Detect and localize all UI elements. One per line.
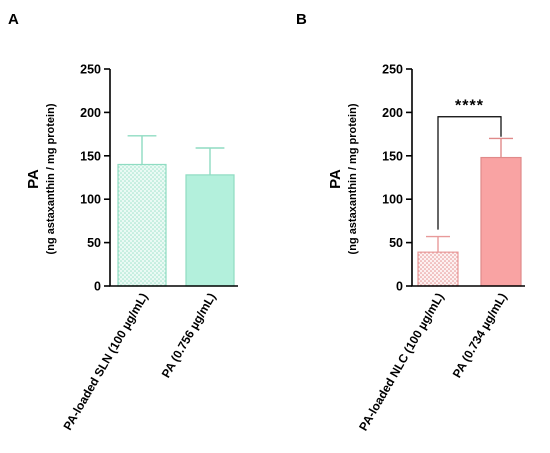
chart-panel-a: A PA (ng astaxanthin / mg protein) 0 50 10… — [8, 11, 238, 433]
y-tick-label: 100 — [382, 193, 403, 207]
panel-letter-b: B — [296, 11, 307, 28]
bar — [480, 156, 522, 287]
category-label: PA (0.734 µg/mL) — [450, 291, 510, 381]
significance-b: **** — [437, 98, 502, 230]
y-axis-sublabel-b: (ng astaxanthin / mg protein) — [347, 103, 359, 254]
y-axis-sublabel-a: (ng astaxanthin / mg protein) — [45, 103, 57, 254]
axes-b — [411, 69, 525, 287]
y-tick-label: 0 — [396, 280, 403, 294]
y-tick-label: 200 — [80, 106, 101, 120]
category-label: PA (0.756 µg/mL) — [159, 291, 219, 381]
y-ticks-a: 0 50 100 150 200 250 — [80, 63, 110, 294]
category-labels-a: PA-loaded SLN (100 µg/mL) PA (0.756 µg/mL… — [60, 291, 218, 433]
bar — [117, 163, 167, 287]
panel-letter-a: A — [8, 11, 19, 28]
y-tick-label: 50 — [87, 236, 101, 250]
category-label: PA-loaded NLC (100 µg/mL) — [356, 290, 446, 433]
significance-bracket — [437, 116, 502, 230]
chart-panel-b: B PA (ng astaxanthin / mg protein) 0 50 10… — [296, 11, 525, 433]
y-tick-label: 50 — [389, 236, 403, 250]
y-tick-label: 100 — [80, 193, 101, 207]
y-tick-label: 200 — [382, 106, 403, 120]
y-tick-label: 250 — [80, 63, 101, 77]
y-ticks-b: 0 50 100 150 200 250 — [382, 63, 412, 294]
bar — [417, 251, 459, 287]
category-labels-b: PA-loaded NLC (100 µg/mL) PA (0.734 µg/mL… — [356, 290, 509, 433]
bar — [185, 174, 235, 287]
bars-a — [117, 135, 235, 287]
significance-label: **** — [455, 98, 484, 115]
y-tick-label: 150 — [382, 149, 403, 163]
y-tick-label: 0 — [94, 280, 101, 294]
y-tick-label: 150 — [80, 149, 101, 163]
y-axis-label-b: PA — [327, 169, 344, 189]
axes-a — [109, 69, 238, 287]
y-tick-label: 250 — [382, 63, 403, 77]
y-axis-label-a: PA — [25, 169, 42, 189]
category-label: PA-loaded SLN (100 µg/mL) — [60, 291, 150, 433]
bars-b — [417, 137, 522, 287]
